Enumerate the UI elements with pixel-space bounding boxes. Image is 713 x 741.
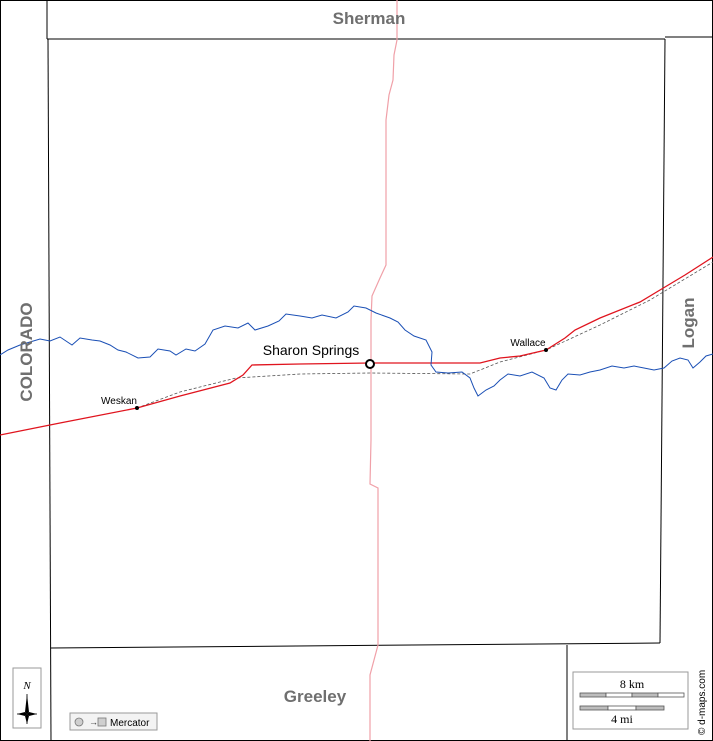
town-marker-wallace xyxy=(544,348,548,352)
flat-map-icon xyxy=(97,717,107,727)
projection-label: Mercator xyxy=(110,718,150,729)
neighbor-label-east: Logan xyxy=(679,298,698,349)
county-borders xyxy=(46,0,713,741)
town-label-weskan: Weskan xyxy=(101,396,137,407)
credit-label: © d-maps.com xyxy=(697,670,708,735)
arrow-icon: → xyxy=(89,717,98,727)
river xyxy=(0,305,713,397)
main-road xyxy=(0,256,713,436)
neighbor-label-west: COLORADO xyxy=(17,302,36,401)
railway xyxy=(136,261,713,409)
compass-north-label: N xyxy=(22,680,31,692)
projection-box: → Mercator xyxy=(69,712,158,731)
highway-north-south xyxy=(369,0,398,741)
scale-mi-label: 4 mi xyxy=(611,712,633,726)
globe-icon xyxy=(74,717,84,727)
scale-bar: 8 km 4 mi xyxy=(572,671,689,730)
town-label-wallace: Wallace xyxy=(510,338,546,349)
compass-rose-icon: N xyxy=(12,667,42,729)
county-seat-marker xyxy=(365,359,375,369)
neighbor-label-north: Sherman xyxy=(333,9,406,28)
scale-km-label: 8 km xyxy=(620,677,645,691)
county-seat-label: Sharon Springs xyxy=(263,342,360,358)
town-marker-weskan xyxy=(135,406,139,410)
neighbor-label-south: Greeley xyxy=(284,687,347,706)
